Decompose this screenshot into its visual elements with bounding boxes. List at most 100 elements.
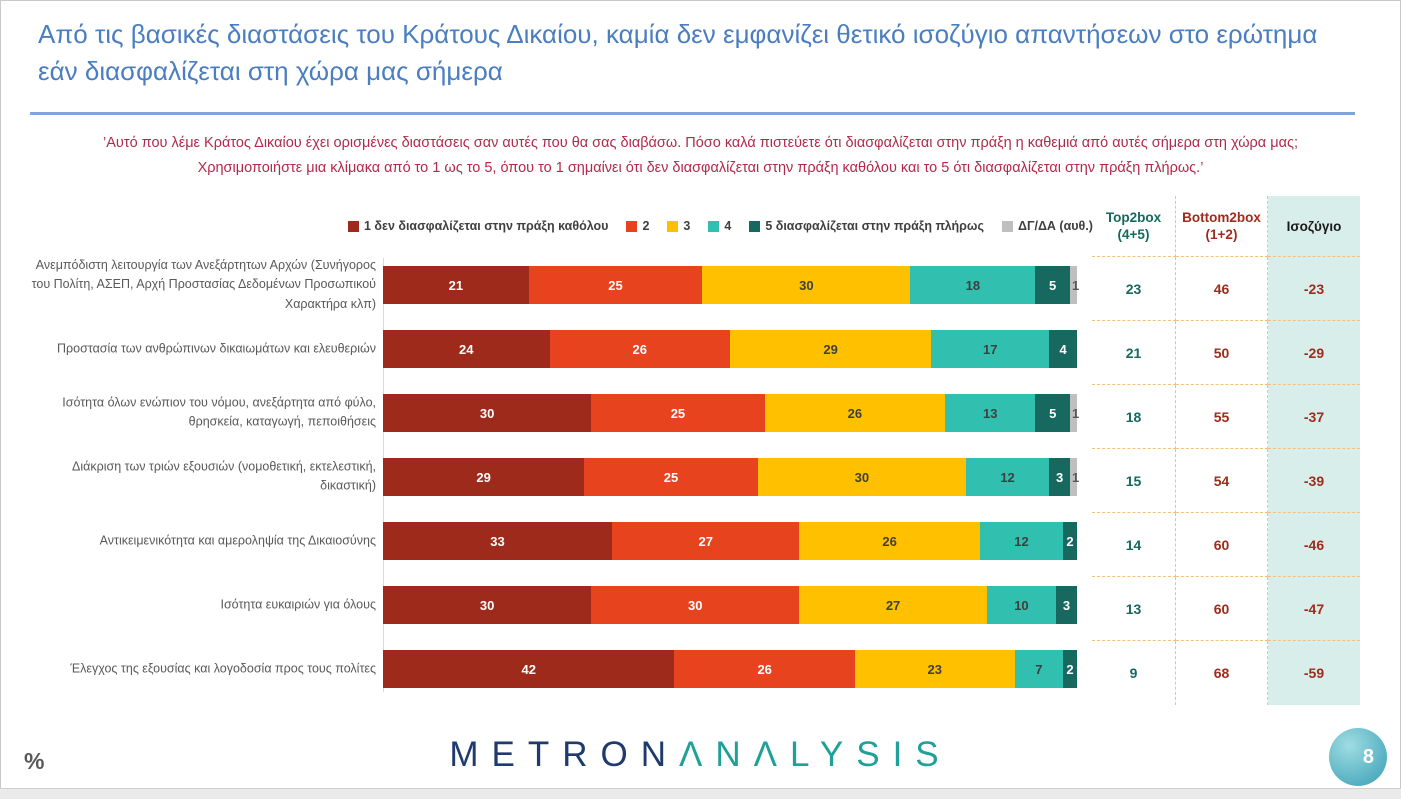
- legend-label: 5 διασφαλίζεται στην πράξη πλήρως: [765, 219, 984, 233]
- bottom2box-header-line2: (1+2): [1205, 227, 1238, 242]
- legend-item: 5 διασφαλίζεται στην πράξη πλήρως: [749, 219, 984, 233]
- bar-segment: 26: [674, 650, 855, 688]
- bottom-strip: [0, 788, 1401, 799]
- bar-segment: 25: [584, 458, 758, 496]
- segment-value: 10: [1014, 597, 1029, 613]
- bar-segment: 2: [1063, 522, 1077, 560]
- segment-value: 27: [885, 597, 901, 613]
- bottom2box-header-line1: Bottom2box: [1182, 210, 1261, 225]
- bar-segment: 18: [910, 266, 1036, 304]
- bar-segment: 25: [591, 394, 765, 432]
- page-title: Από τις βασικές διαστάσεις του Κράτους Δ…: [38, 19, 1318, 86]
- segment-value: 25: [663, 469, 679, 485]
- legend-item: 4: [708, 219, 731, 233]
- segment-value: 25: [670, 405, 686, 421]
- bar-segment: 30: [757, 458, 966, 496]
- bar-segment: 29: [383, 458, 585, 496]
- logo-metron-text: METRON: [449, 735, 679, 774]
- bottom2box-header: Bottom2box (1+2): [1176, 196, 1268, 257]
- segment-value: 18: [965, 277, 981, 293]
- top2box-value: 13: [1092, 577, 1176, 641]
- page-number: 8: [1362, 745, 1374, 768]
- segment-value: 26: [632, 341, 647, 357]
- segment-value: 42: [521, 661, 536, 677]
- bar-segment: 27: [612, 522, 800, 560]
- bar-segment: 2: [1063, 650, 1077, 688]
- segment-value: 30: [688, 597, 703, 613]
- top2box-value: 9: [1092, 641, 1176, 705]
- bar-segment: 10: [986, 586, 1057, 624]
- bar-segment: 12: [979, 522, 1064, 560]
- bar-segment: 23: [854, 650, 1015, 688]
- top2box-header-line1: Top2box: [1105, 210, 1162, 225]
- segment-value: 5: [1049, 405, 1057, 421]
- legend-label: 1 δεν διασφαλίζεται στην πράξη καθόλου: [364, 219, 609, 233]
- top2box-value: 21: [1092, 321, 1176, 385]
- bar-segment: 12: [965, 458, 1050, 496]
- bar-segment: 25: [528, 266, 703, 304]
- bar-segment: 24: [383, 330, 550, 368]
- segment-value: 24: [459, 341, 474, 357]
- bar-segment: 1: [1070, 394, 1079, 432]
- question-line-1: ’Αυτό που λέμε Κράτος Δικαίου έχει ορισμ…: [103, 135, 1298, 151]
- segment-value: 3: [1062, 597, 1071, 613]
- bar-segment: 26: [764, 394, 946, 432]
- segment-value: 17: [982, 341, 998, 357]
- balance-value: -46: [1268, 513, 1360, 577]
- bar-segment: 1: [1070, 458, 1080, 496]
- bar-segment: 3: [1056, 586, 1077, 624]
- legend-swatch-icon: [708, 220, 720, 232]
- balance-header: Ισοζύγιο: [1268, 196, 1360, 257]
- segment-value: 29: [823, 341, 838, 357]
- segment-value: 30: [799, 277, 814, 293]
- top2box-header: Top2box (4+5): [1092, 196, 1176, 257]
- legend-label: ΔΓ/ΔΑ (αυθ.): [1017, 219, 1093, 233]
- segment-value: 23: [927, 661, 942, 677]
- bar-segment: 27: [799, 586, 987, 624]
- bar-segment: 29: [729, 330, 932, 368]
- stacked-bar: 29 25 30 12 3 1: [383, 458, 1080, 496]
- segment-value: 1: [1072, 469, 1080, 485]
- legend: 1 δεν διασφαλίζεται στην πράξη καθόλου 2 3…: [348, 219, 1108, 233]
- segment-value: 30: [854, 469, 870, 485]
- segment-value: 33: [490, 533, 505, 549]
- segment-value: 26: [847, 405, 863, 421]
- bar-segment: 7: [1014, 650, 1064, 688]
- segment-value: 1: [1072, 277, 1080, 293]
- category-label: Ανεμπόδιστη λειτουργία των Ανεξάρτητων Α…: [31, 257, 376, 311]
- segment-value: 13: [983, 405, 998, 421]
- summary-table: Top2box (4+5) Bottom2box (1+2) Ισοζύγιο …: [1092, 196, 1360, 705]
- segment-value: 2: [1066, 533, 1074, 549]
- segment-value: 21: [448, 277, 464, 293]
- metron-analysis-logo: METRONΛNΛLYSIS: [0, 735, 1401, 775]
- bar-segment: 5: [1035, 394, 1071, 432]
- balance-value: -39: [1268, 449, 1360, 513]
- category-label: Αντικειμενικότητα και αμεροληψία της Δικ…: [99, 533, 376, 548]
- bottom2box-value: 55: [1176, 385, 1268, 449]
- bar-segment: 13: [945, 394, 1036, 432]
- category-label: Διάκριση των τριών εξουσιών (νομοθετική,…: [72, 459, 376, 493]
- balance-value: -23: [1268, 257, 1360, 321]
- page-number-badge: 8: [1329, 728, 1387, 786]
- legend-label: 3: [683, 219, 691, 233]
- bar-segment: 26: [549, 330, 730, 368]
- segment-value: 5: [1049, 277, 1057, 293]
- segment-value: 12: [1000, 469, 1015, 485]
- bar-segment: 17: [931, 330, 1050, 368]
- bottom2box-value: 50: [1176, 321, 1268, 385]
- bottom2box-value: 46: [1176, 257, 1268, 321]
- bar-segment: 30: [591, 586, 800, 624]
- stacked-bar: 24 26 29 17 4: [383, 330, 1077, 368]
- bar-segment: 30: [702, 266, 911, 304]
- legend-swatch-icon: [667, 220, 679, 232]
- bottom2box-value: 60: [1176, 577, 1268, 641]
- bar-segment: 3: [1049, 458, 1071, 496]
- stacked-bar: 33 27 26 12 2: [383, 522, 1077, 560]
- legend-swatch-icon: [749, 220, 761, 232]
- balance-value: -47: [1268, 577, 1360, 641]
- segment-value: 12: [1014, 533, 1029, 549]
- question-line-2: Χρησιμοποιήστε μια κλίμακα από το 1 ως τ…: [197, 160, 1204, 176]
- segment-value: 29: [476, 469, 491, 485]
- legend-swatch-icon: [348, 220, 359, 232]
- legend-item: 3: [667, 219, 690, 233]
